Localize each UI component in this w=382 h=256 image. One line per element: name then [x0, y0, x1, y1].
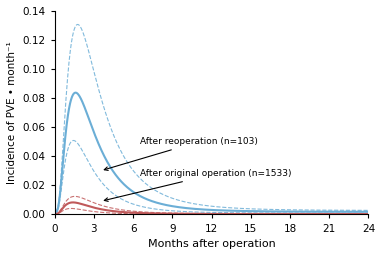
Text: After reoperation (n=103): After reoperation (n=103)	[104, 137, 257, 170]
Y-axis label: Incidence of PVE • month⁻¹: Incidence of PVE • month⁻¹	[7, 41, 17, 184]
Text: After original operation (n=1533): After original operation (n=1533)	[104, 169, 291, 201]
X-axis label: Months after operation: Months after operation	[148, 239, 275, 249]
